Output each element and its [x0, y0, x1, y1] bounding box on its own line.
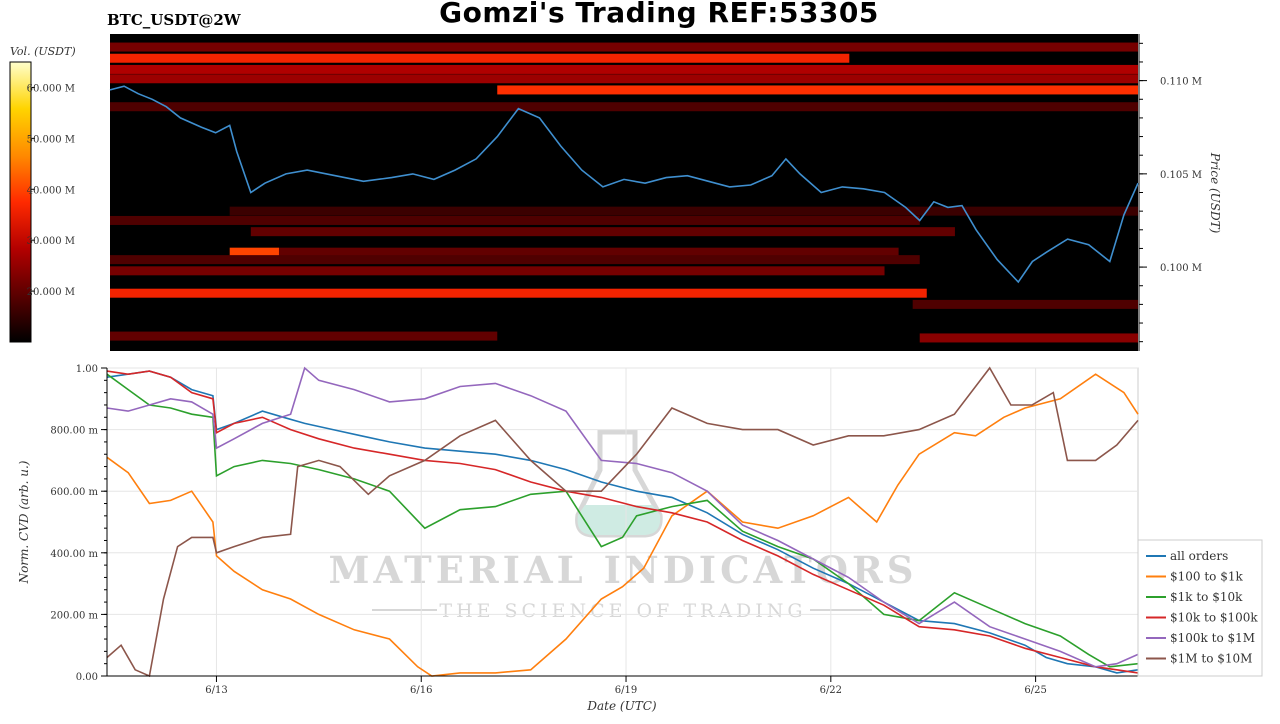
heatmap-band [110, 215, 920, 225]
cvd-ytick-label: 800.00 m [50, 426, 98, 437]
cvd-ytick-label: 0.00 [76, 672, 98, 683]
heatmap-tick-label: 0.110 M [1160, 77, 1202, 88]
cvd-ytick-label: 600.00 m [50, 487, 98, 498]
cvd-xtick-label: 6/25 [1024, 685, 1046, 696]
cvd-xtick-label: 6/16 [410, 685, 432, 696]
legend-label: $100k to $1M [1170, 631, 1255, 645]
heatmap-band [229, 206, 1139, 216]
cvd-xtick-label: 6/13 [205, 685, 227, 696]
heatmap-tick-label: 0.105 M [1160, 170, 1202, 181]
watermark-subtitle: THE SCIENCE OF TRADING [439, 600, 806, 622]
cvd-series-line-2 [106, 373, 1139, 668]
chart-subtitle: BTC_USDT@2W [107, 11, 241, 29]
legend-label: $1k to $10k [1170, 590, 1243, 604]
heatmap-band [497, 85, 1139, 95]
cvd-series-line-4 [106, 366, 1139, 668]
heatmap-band [919, 333, 1138, 343]
heatmap-band [110, 266, 885, 276]
cvd-ytick-label: 200.00 m [50, 610, 98, 621]
heatmap-band [110, 288, 927, 298]
legend-label: $10k to $100k [1170, 611, 1258, 625]
legend-label: $1M to $10M [1170, 652, 1252, 666]
heatmap-band [110, 331, 498, 341]
cvd-series-line-1 [106, 373, 1139, 677]
legend-label: all orders [1170, 549, 1228, 563]
cvd-ytick-label: 1.00 [76, 364, 98, 375]
orderbook-heatmap: 0.110 M 0.105 M 0.100 M Price (USDT) [109, 34, 1222, 351]
chart-legend: all orders $100 to $1k $1k to $10k $10k to … [1137, 539, 1263, 677]
cvd-xtick-label: 6/19 [615, 685, 637, 696]
heatmap-band [110, 102, 1138, 112]
colorbar-tick-label: 30.000 M [27, 236, 75, 247]
legend-label: $100 to $1k [1170, 570, 1243, 584]
cvd-series-line-5 [106, 366, 1139, 678]
cvd-xtick-label: 6/22 [820, 685, 842, 696]
colorbar-tick-label: 20.000 M [27, 287, 75, 298]
heatmap-band [110, 64, 1138, 74]
cvd-panel: 1.00 800.00 m 600.00 m 400.00 m 200.00 m 0.00… [17, 364, 1139, 713]
cvd-ylabel: Norm. CVD (arb. u.) [17, 460, 31, 584]
cvd-xlabel: Date (UTC) [586, 699, 656, 713]
legend-box [1137, 539, 1263, 677]
heatmap-band [912, 299, 1138, 309]
volume-colorbar: Vol. (USDT) 60.000 M 50.000 M 40.000 M 30.0… [9, 45, 76, 343]
flask-liquid [577, 505, 661, 535]
watermark: MATERIAL INDICATORS THE SCIENCE OF TRADI… [329, 429, 913, 622]
cvd-ytick-label: 400.00 m [50, 549, 98, 560]
chart-title: Gomzi's Trading REF:53305 [439, 0, 879, 29]
heatmap-band [110, 255, 920, 265]
heatmap-tick-label: 0.100 M [1160, 263, 1202, 274]
heatmap-band [110, 42, 1138, 52]
colorbar-label: Vol. (USDT) [10, 45, 76, 58]
colorbar-tick-label: 50.000 M [27, 134, 75, 145]
heatmap-ylabel: Price (USDT) [1208, 152, 1222, 234]
heatmap-band [110, 74, 1138, 84]
colorbar-tick-label: 60.000 M [27, 83, 75, 94]
heatmap-band [110, 53, 850, 63]
heatmap-band [250, 227, 955, 237]
price-line [109, 85, 1139, 284]
heatmap-band [278, 247, 899, 257]
colorbar-tick-label: 40.000 M [27, 185, 75, 196]
heatmap-band [229, 247, 279, 257]
colorbar-gradient [9, 61, 32, 343]
